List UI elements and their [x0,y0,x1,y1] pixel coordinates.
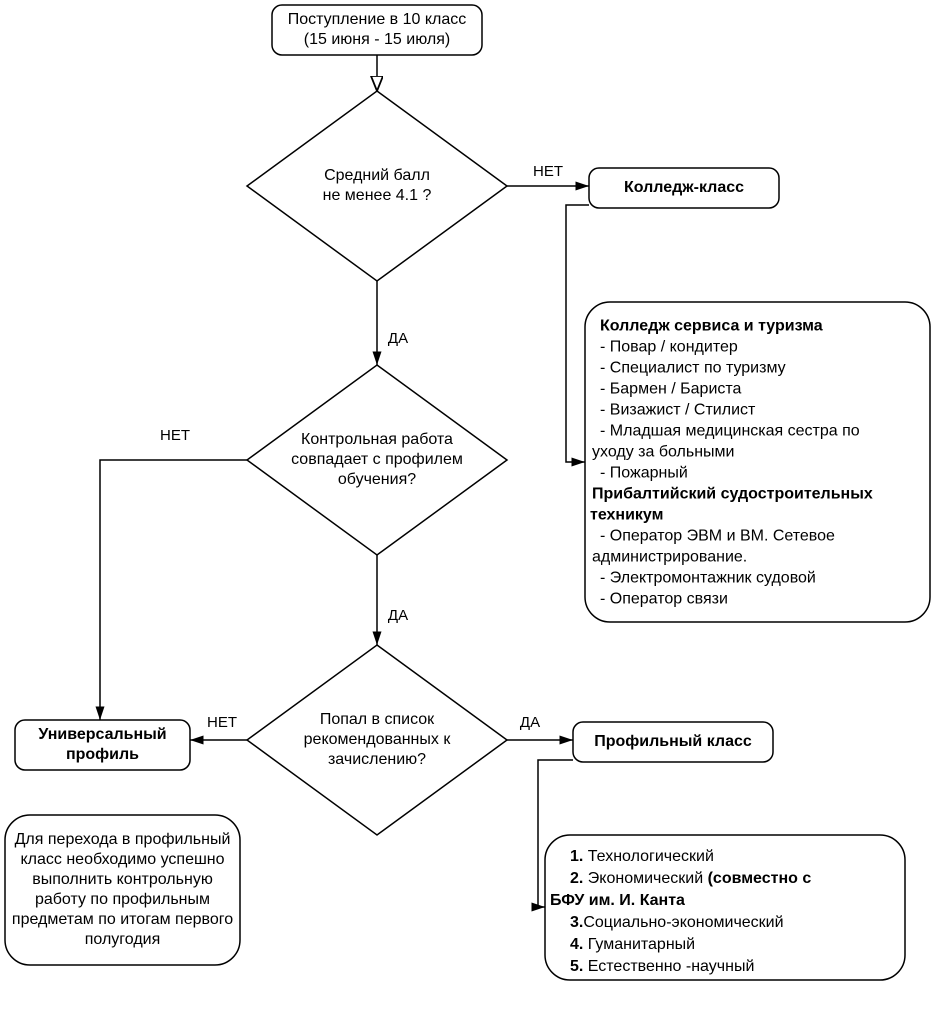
info-text: - Оператор связи [600,590,728,607]
edge-label: ДА [388,607,408,624]
node-text: класс необходимо успешно [20,851,224,868]
edge-label: НЕТ [533,163,563,180]
flowchart-svg: ДА НЕТ ДА НЕТ НЕТ ДА Поступление в 10 класс (15… [0,0,932,1024]
info-text: 5. Естественно -научный [570,958,754,975]
info-text: техникум [590,506,663,523]
info-text: 3.Социально-экономический [570,914,784,931]
node-text: Поступление в 10 класс [288,11,467,28]
edge [100,460,247,720]
node-text: предметам по итогам первого [12,911,233,928]
node-text: полугодия [85,931,161,948]
edge-label: НЕТ [160,427,190,444]
node-text: зачислению? [328,751,426,768]
info-text: - Электромонтажник судовой [600,569,816,586]
node-text: Попал в список [320,711,435,728]
node-text: Средний балл [324,167,430,184]
node-text: (15 июня - 15 июля) [304,31,450,48]
info-text: - Визажист / Стилист [600,401,756,418]
info-text: 1. Технологический [570,848,714,865]
edge-label: ДА [520,714,540,731]
node-text: выполнить контрольную [32,871,213,888]
node-text: Для перехода в профильный [15,831,231,848]
info-text: БФУ им. И. Канта [550,892,685,909]
node-text: профиль [66,746,139,763]
node-text: совпадает с профилем [291,451,463,468]
info-text: - Специалист по туризму [600,359,786,376]
info-text: - Пожарный [600,464,688,481]
info-text: - Младшая медицинская сестра по [600,422,860,439]
info-text: - Бармен / Бариста [600,380,742,397]
node-text: Профильный класс [594,733,752,750]
node-text: работу по профильным [35,891,210,908]
info-text: уходу за больными [592,443,734,460]
edge-label: НЕТ [207,714,237,731]
node-text: не менее 4.1 ? [323,187,432,204]
node-d1 [247,91,507,281]
node-text: обучения? [338,471,416,488]
node-text: Контрольная работа [301,431,453,448]
info-text: - Оператор ЭВМ и ВМ. Сетевое [600,527,835,544]
info-text: Колледж сервиса и туризма [600,317,823,334]
node-text: рекомендованных к [304,731,452,748]
info-text: 4. Гуманитарный [570,936,695,953]
node-text: Колледж-класс [624,179,744,196]
edge-label: ДА [388,330,408,347]
info-text: - Повар / кондитер [600,338,738,355]
info-text: администрирование. [592,548,747,565]
info-text: 2. Экономический (совместно с [570,870,811,887]
node-text: Универсальный [38,726,166,743]
info-text: Прибалтийский судостроительных [592,485,873,502]
